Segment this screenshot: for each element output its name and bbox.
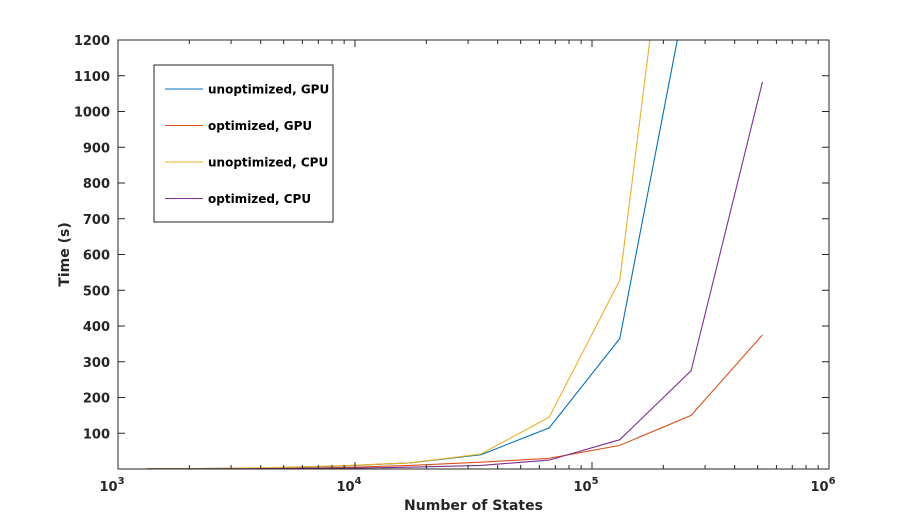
legend-label: unoptimized, GPU xyxy=(208,83,329,97)
legend-label: unoptimized, CPU xyxy=(208,156,328,170)
y-tick-label: 1100 xyxy=(74,70,110,85)
y-tick-label: 600 xyxy=(83,249,110,264)
x-tick-label: 103 xyxy=(99,476,124,495)
legend-label: optimized, GPU xyxy=(208,119,312,133)
y-axis-ticks: 100 200 300 400 500 600 700 800 900 1000 1100 1200 xyxy=(74,34,829,442)
y-tick-label: 100 xyxy=(83,427,110,442)
y-tick-label: 700 xyxy=(83,213,110,228)
legend-box xyxy=(153,64,334,223)
x-axis-label: Number of States xyxy=(404,498,543,514)
y-tick-label: 400 xyxy=(83,320,110,335)
y-tick-label: 300 xyxy=(83,356,110,371)
y-tick-label: 200 xyxy=(83,392,110,407)
y-tick-label: 800 xyxy=(83,177,110,192)
legend-label: optimized, CPU xyxy=(208,192,311,206)
x-tick-label: 106 xyxy=(810,476,835,495)
x-axis-ticks: 103 104 105 106 xyxy=(99,40,836,495)
x-tick-label: 105 xyxy=(573,476,598,495)
y-tick-label: 500 xyxy=(83,284,110,299)
y-axis-label: Time (s) xyxy=(57,222,73,286)
y-tick-label: 900 xyxy=(83,141,110,156)
y-tick-label: 1200 xyxy=(74,34,110,49)
x-tick-label: 104 xyxy=(336,476,361,495)
legend: unoptimized, GPU optimized, GPU unoptimize… xyxy=(153,64,334,223)
y-tick-label: 1000 xyxy=(74,106,110,121)
